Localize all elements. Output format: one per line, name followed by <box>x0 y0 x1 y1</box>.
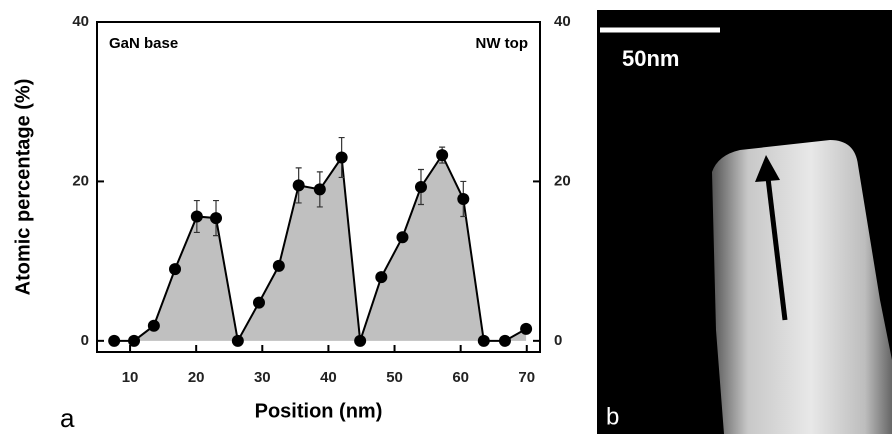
point <box>436 149 449 162</box>
point <box>252 296 265 309</box>
y2-tick-label: 0 <box>554 332 562 349</box>
y2-tick-label: 40 <box>554 13 571 30</box>
arrow-shaft <box>765 177 788 321</box>
y-tick-label: 20 <box>72 172 89 189</box>
x-axis-label: Position (nm) <box>255 400 383 422</box>
image-panel: 50nm b <box>597 10 892 434</box>
point <box>108 334 121 347</box>
y-tick-label: 0 <box>81 332 89 349</box>
point <box>396 231 409 244</box>
point <box>272 259 285 272</box>
x-tick-label: 20 <box>188 369 205 386</box>
plot-frame <box>96 21 541 353</box>
point <box>292 179 305 192</box>
point <box>354 334 367 347</box>
point <box>169 263 182 276</box>
x-tick-label: 40 <box>320 369 337 386</box>
x-tick-label: 60 <box>452 369 469 386</box>
point <box>520 322 533 335</box>
nanowire <box>712 140 892 434</box>
chart: 0 20 40 0 20 40 10 20 30 40 50 60 70 Position (nm) Ato… <box>12 13 570 433</box>
point <box>414 181 427 193</box>
x-tick-label: 70 <box>518 369 535 386</box>
point <box>457 192 470 205</box>
scale-label: 50nm <box>622 46 679 71</box>
area <box>114 155 527 341</box>
point <box>128 334 141 347</box>
y-axis-label: Atomic percentage (%) <box>12 79 34 296</box>
point <box>498 334 511 347</box>
point <box>210 212 223 225</box>
point <box>231 334 244 347</box>
y-tick-label: 40 <box>72 13 89 30</box>
y2-tick-label: 20 <box>554 172 571 189</box>
x-tick-label: 10 <box>122 369 139 386</box>
panel-label: a <box>60 403 75 433</box>
x-tick-label: 50 <box>386 369 403 386</box>
point <box>335 151 348 164</box>
point <box>313 183 326 196</box>
arrow-head <box>755 155 780 182</box>
point <box>190 210 203 223</box>
panel-label: b <box>606 403 619 430</box>
x-tick-label: 30 <box>254 369 271 386</box>
point <box>375 271 388 284</box>
point <box>477 334 490 347</box>
point <box>147 319 160 332</box>
annotation: GaN base <box>109 35 178 52</box>
annotation: NW top <box>476 35 528 52</box>
